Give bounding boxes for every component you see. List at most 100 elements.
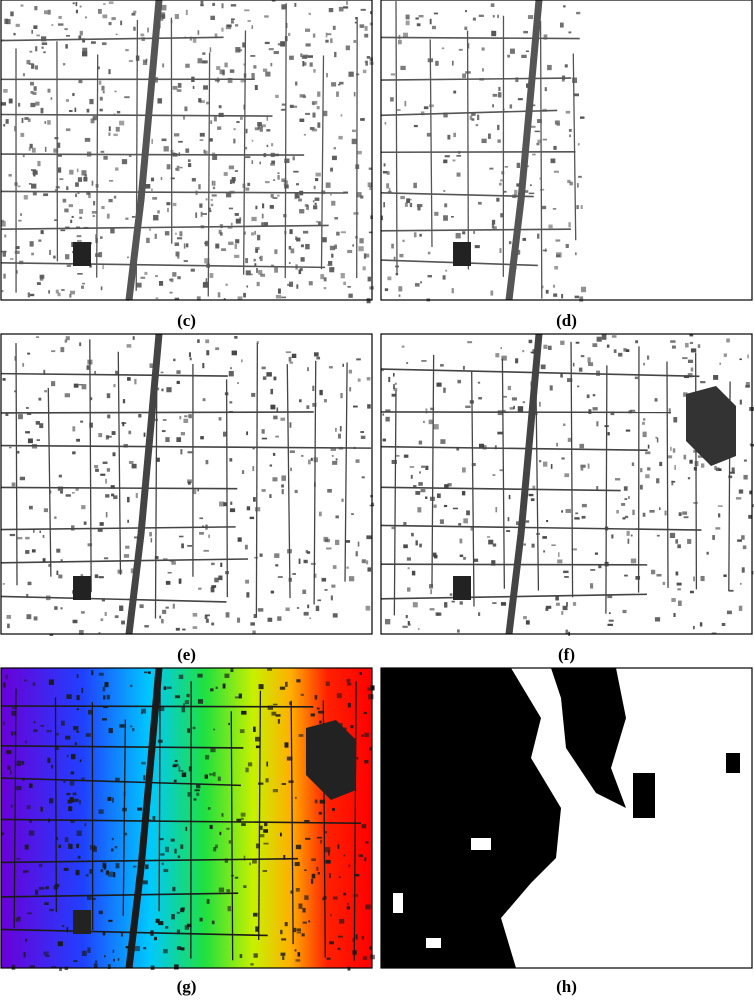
building [51, 24, 54, 26]
building [125, 217, 129, 220]
building [350, 725, 354, 729]
building [516, 183, 521, 187]
building [545, 605, 552, 609]
building [230, 4, 237, 7]
building [177, 82, 182, 88]
street [230, 711, 234, 961]
building [311, 858, 316, 862]
building [114, 846, 118, 849]
building [270, 162, 275, 166]
building [387, 276, 392, 281]
building [553, 293, 558, 297]
panel-label: (e) [177, 645, 196, 664]
building [314, 482, 316, 487]
building [497, 124, 500, 131]
building [391, 393, 397, 397]
street [15, 343, 18, 586]
building [169, 291, 173, 294]
building [312, 33, 316, 38]
building [44, 902, 49, 905]
building [112, 797, 114, 803]
building [25, 740, 27, 744]
building [577, 385, 580, 388]
building [155, 387, 160, 391]
building [384, 619, 391, 625]
building [32, 528, 35, 533]
building [482, 445, 487, 450]
building [289, 701, 291, 705]
building [157, 739, 163, 743]
building [229, 410, 233, 413]
building [210, 15, 215, 21]
building [407, 587, 411, 592]
building [631, 462, 635, 466]
building [418, 440, 423, 445]
building [330, 595, 333, 601]
building [106, 468, 111, 472]
building [208, 534, 210, 538]
building [60, 607, 63, 610]
building [364, 26, 368, 31]
building [284, 922, 288, 927]
building [324, 847, 331, 853]
building [314, 178, 319, 182]
building [93, 845, 96, 850]
building [384, 288, 389, 292]
building [162, 63, 165, 68]
building [66, 694, 72, 699]
building [200, 0, 204, 7]
building [539, 401, 541, 407]
building [211, 194, 217, 197]
building [331, 155, 337, 161]
building [174, 964, 179, 970]
building [140, 276, 146, 279]
building [508, 613, 511, 616]
building [629, 409, 636, 412]
building [99, 522, 104, 526]
building [525, 620, 530, 625]
building [572, 362, 575, 367]
building [101, 42, 107, 46]
building [687, 373, 693, 378]
building [547, 64, 552, 71]
building [693, 576, 695, 582]
building [560, 372, 563, 378]
building [310, 457, 313, 461]
building [745, 384, 750, 388]
building [50, 764, 54, 769]
building [198, 184, 201, 190]
building [10, 804, 13, 808]
building [671, 598, 676, 602]
building [6, 19, 11, 25]
building [254, 127, 260, 131]
building [212, 186, 216, 190]
building [173, 133, 180, 137]
building [153, 61, 157, 66]
building [270, 405, 273, 409]
building [58, 474, 62, 478]
building [555, 602, 560, 606]
building [313, 457, 319, 463]
building [301, 55, 308, 59]
building [179, 231, 183, 237]
building [369, 186, 372, 191]
street [344, 362, 348, 582]
building [103, 155, 108, 160]
building [181, 543, 184, 549]
building [208, 207, 211, 210]
building [219, 69, 225, 75]
building [453, 90, 457, 94]
building [492, 602, 497, 604]
building [360, 195, 364, 199]
building [532, 153, 536, 156]
building [243, 73, 247, 78]
building [511, 266, 517, 269]
building [25, 550, 30, 554]
building [133, 26, 136, 31]
building [289, 450, 295, 454]
building [55, 186, 60, 189]
building [133, 536, 139, 539]
building [410, 474, 413, 479]
building [130, 725, 133, 728]
building [646, 355, 650, 360]
